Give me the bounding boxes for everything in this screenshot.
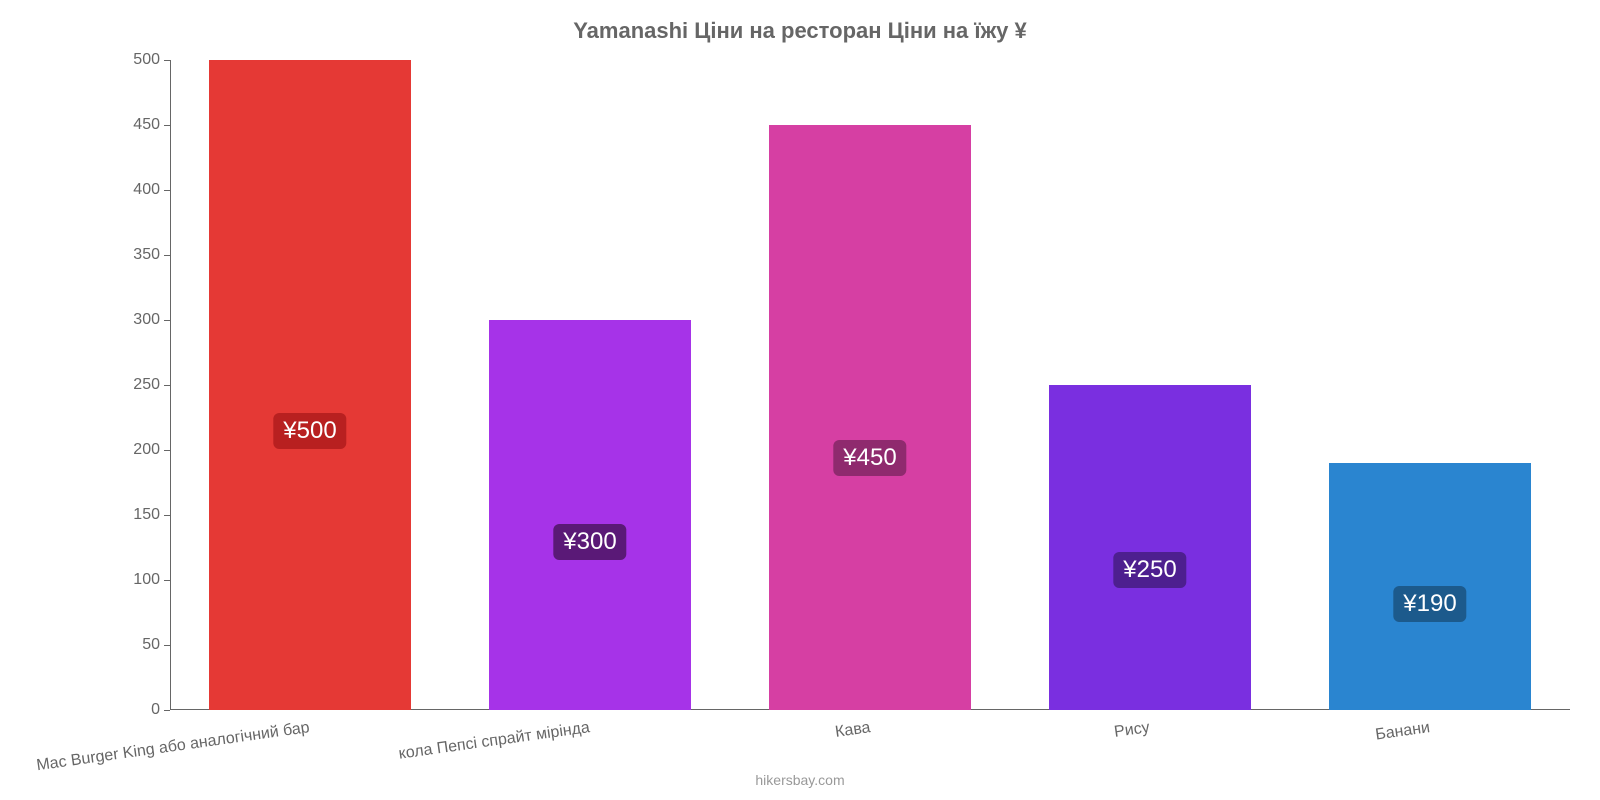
y-tick-mark (164, 450, 170, 451)
y-tick-mark (164, 385, 170, 386)
chart-title: Yamanashi Ціни на ресторан Ціни на їжу ¥ (0, 18, 1600, 44)
bar-value-label: ¥450 (833, 440, 906, 476)
bar-value-label: ¥300 (553, 524, 626, 560)
y-tick-mark (164, 255, 170, 256)
y-tick-mark (164, 515, 170, 516)
y-tick-mark (164, 125, 170, 126)
y-tick-mark (164, 60, 170, 61)
x-category-label: Mac Burger King або аналогічний бар (36, 719, 311, 775)
bar-value-label: ¥500 (273, 413, 346, 449)
x-category-label: Рису (1113, 719, 1151, 742)
bar (769, 125, 971, 710)
y-tick-mark (164, 320, 170, 321)
y-tick-mark (164, 710, 170, 711)
plot-area: ¥500¥300¥450¥250¥190 0501001502002503003… (170, 60, 1570, 710)
bars-layer: ¥500 ¥300 ¥450 ¥250 ¥190 (170, 60, 1570, 710)
bar (489, 320, 691, 710)
y-tick-mark (164, 580, 170, 581)
chart-container: Yamanashi Ціни на ресторан Ціни на їжу ¥… (0, 0, 1600, 800)
x-category-label: кола Пепсі спрайт мірінда (398, 719, 591, 764)
bar-value-label: ¥190 (1393, 586, 1466, 622)
bar (209, 60, 411, 710)
y-tick-mark (164, 645, 170, 646)
x-category-label: Кава (834, 719, 872, 742)
bar (1049, 385, 1251, 710)
y-tick-mark (164, 190, 170, 191)
x-category-label: Банани (1374, 719, 1431, 744)
bar-value-label: ¥250 (1113, 552, 1186, 588)
credit-text: hikersbay.com (0, 772, 1600, 788)
